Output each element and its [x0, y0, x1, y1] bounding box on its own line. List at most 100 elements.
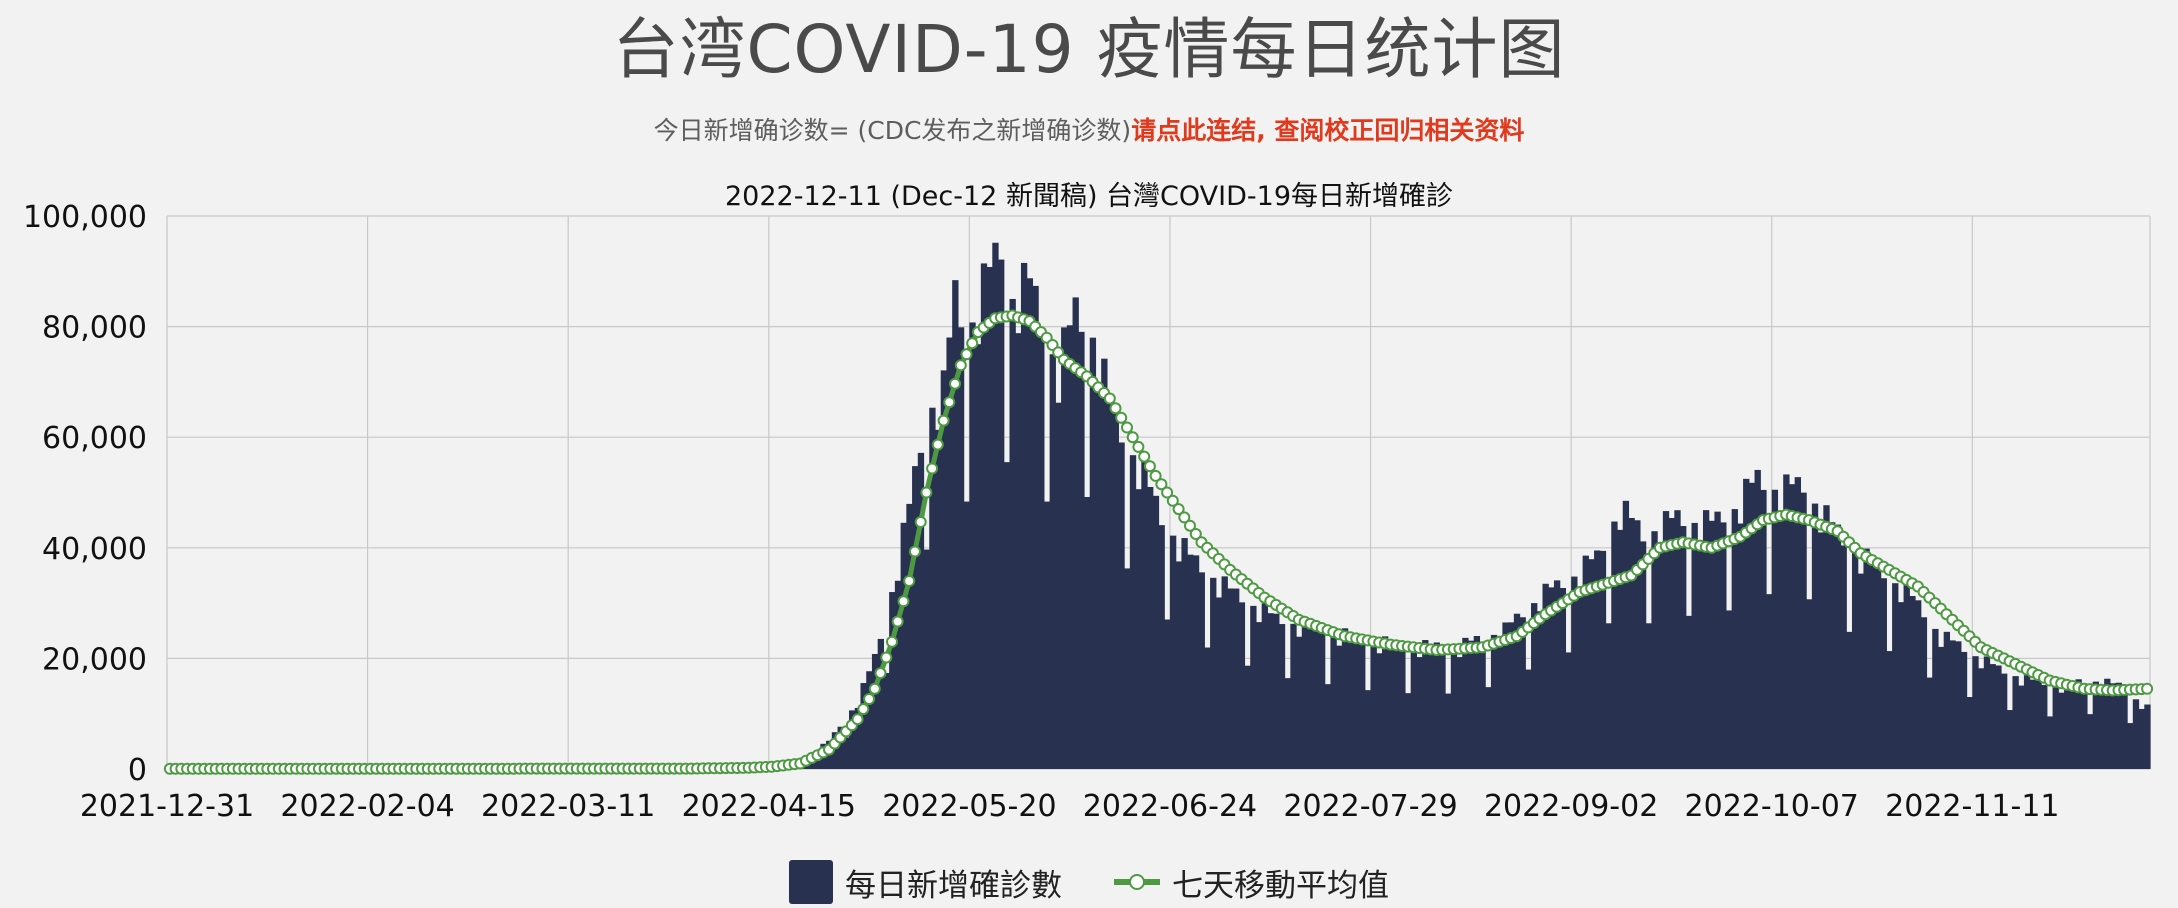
- moving-average-point: [857, 703, 870, 716]
- daily-cases-bar: [1588, 559, 1595, 769]
- axis-labels: 0 20,000 40,000 60,000 80,000 100,000 2021-12-…: [23, 200, 2060, 824]
- daily-cases-bar: [1267, 613, 1274, 769]
- daily-cases-bar: [1634, 520, 1641, 769]
- x-tick-label: 2022-11-11: [1885, 789, 2059, 824]
- moving-average-point: [1143, 460, 1156, 473]
- daily-cases-bar: [1210, 577, 1217, 769]
- daily-cases-bar: [1313, 623, 1320, 769]
- daily-cases-bar: [1995, 665, 2002, 769]
- daily-cases-bar: [1651, 531, 1658, 769]
- daily-cases-bar: [1513, 613, 1521, 769]
- daily-cases-bar: [952, 280, 959, 769]
- legend-item-moving-average[interactable]: 七天移動平均值: [1114, 860, 1389, 905]
- y-tick-label: 20,000: [42, 642, 147, 677]
- daily-cases-bar: [1645, 623, 1652, 769]
- daily-cases-bar: [1324, 684, 1332, 769]
- daily-cases-bar: [837, 726, 844, 769]
- daily-cases-bar: [923, 549, 930, 769]
- daily-cases-bar: [1874, 561, 1882, 769]
- daily-cases-bar: [1582, 555, 1589, 769]
- daily-cases-bar: [1147, 486, 1154, 769]
- daily-cases-bar: [2138, 708, 2145, 769]
- daily-cases-bar: [1708, 520, 1716, 769]
- moving-average-point: [943, 396, 956, 409]
- moving-average-point: [1189, 528, 1202, 540]
- moving-average-point: [1184, 519, 1196, 532]
- daily-cases-bar: [1307, 625, 1314, 769]
- daily-cases-bar: [975, 344, 982, 769]
- daily-cases-bar: [1416, 657, 1423, 769]
- daily-cases-bar: [871, 653, 879, 769]
- moving-average-point: [903, 575, 916, 587]
- moving-average-point: [960, 348, 973, 361]
- moving-average-point: [1172, 503, 1185, 516]
- daily-cases-bar: [1502, 622, 1509, 769]
- daily-cases-bar: [1783, 474, 1790, 769]
- daily-cases-bar: [1731, 509, 1738, 769]
- daily-cases-bar: [1611, 521, 1618, 769]
- daily-cases-bar: [1261, 603, 1268, 769]
- daily-cases-bar: [1960, 651, 1968, 769]
- correction-data-link[interactable]: 请点此连结, 查阅校正回归相关资料: [1131, 116, 1525, 145]
- daily-cases-bar: [2035, 678, 2042, 769]
- daily-cases-bar: [1674, 510, 1681, 769]
- moving-average-point: [1103, 392, 1116, 405]
- daily-cases-bar: [1364, 690, 1372, 769]
- moving-average-line: [163, 309, 2154, 775]
- daily-cases-bar: [2029, 679, 2036, 769]
- daily-cases-bar: [1536, 611, 1544, 769]
- daily-cases-bar: [1158, 525, 1165, 769]
- daily-cases-bar: [1382, 636, 1389, 769]
- daily-cases-bar: [1685, 615, 1693, 769]
- x-tick-label: 2021-12-31: [80, 789, 254, 824]
- daily-cases-bar: [1622, 500, 1630, 769]
- daily-cases-bar: [1983, 656, 1991, 769]
- daily-cases-bar: [1250, 605, 1257, 769]
- daily-cases-bar: [1771, 489, 1779, 769]
- daily-cases-bar: [1548, 587, 1555, 769]
- moving-average-point: [1178, 511, 1191, 524]
- daily-cases-bar: [1347, 635, 1354, 769]
- daily-cases-bar: [1330, 633, 1337, 769]
- daily-cases-bar: [1880, 578, 1887, 769]
- daily-cases-bar: [1668, 517, 1675, 769]
- daily-cases-bar: [894, 580, 902, 769]
- moving-average-point: [914, 516, 927, 528]
- x-tick-label: 2022-09-02: [1484, 789, 1658, 824]
- daily-cases-bar: [1112, 412, 1119, 769]
- moving-average-point: [908, 545, 921, 558]
- daily-cases-bar: [1135, 489, 1142, 769]
- daily-cases-bar: [1038, 330, 1045, 769]
- daily-cases-bar: [1422, 640, 1429, 769]
- legend-item-daily-cases[interactable]: 每日新增確診數: [789, 860, 1062, 905]
- page-subtitle: 今日新增确诊数= (CDC发布之新增确诊数)请点此连结, 查阅校正回归相关资料: [0, 114, 2178, 148]
- daily-cases-bar: [1089, 337, 1097, 769]
- daily-cases-bar: [1399, 648, 1406, 769]
- daily-cases-bar: [1851, 552, 1859, 769]
- moving-average-point: [1132, 440, 1145, 453]
- daily-cases-bar: [1766, 594, 1773, 769]
- daily-cases-bar: [1559, 587, 1567, 769]
- daily-cases-bar: [1026, 278, 1034, 769]
- daily-cases-bar: [2052, 685, 2059, 769]
- daily-cases-bar: [877, 638, 885, 769]
- daily-cases-bar: [2058, 692, 2065, 769]
- moving-average-point: [868, 682, 881, 695]
- daily-cases-bar: [1066, 325, 1074, 769]
- moving-average-point: [966, 337, 979, 350]
- daily-cases-bar: [2121, 692, 2128, 769]
- daily-cases-bar: [1020, 262, 1028, 769]
- moving-average-point: [2141, 682, 2154, 695]
- subtitle-text: 今日新增确诊数= (CDC发布之新增确诊数): [653, 116, 1132, 145]
- x-tick-label: 2022-04-15: [682, 789, 856, 824]
- daily-cases-bar: [1972, 656, 1979, 769]
- legend-line-swatch: [1114, 860, 1160, 904]
- daily-cases-bar: [1244, 665, 1251, 769]
- daily-cases-bar: [1639, 541, 1647, 769]
- y-tick-label: 40,000: [42, 532, 147, 567]
- daily-cases-bar: [1628, 517, 1635, 769]
- daily-cases-bar: [1949, 640, 1956, 769]
- moving-average-point: [863, 693, 876, 705]
- daily-cases-bar: [2069, 682, 2077, 769]
- moving-average-point: [920, 486, 933, 499]
